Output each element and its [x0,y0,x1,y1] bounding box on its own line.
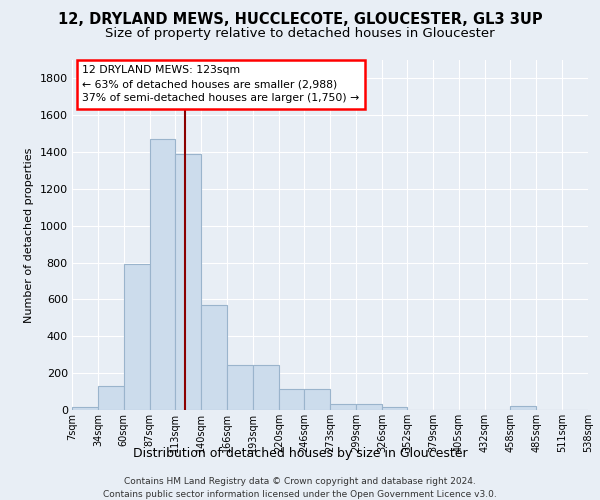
Bar [331,404,356,410]
Text: Contains HM Land Registry data © Crown copyright and database right 2024.: Contains HM Land Registry data © Crown c… [124,478,476,486]
Bar [356,404,382,410]
Text: 12 DRYLAND MEWS: 123sqm
← 63% of detached houses are smaller (2,988)
37% of semi: 12 DRYLAND MEWS: 123sqm ← 63% of detache… [82,66,359,104]
Bar [304,389,331,410]
Bar [72,407,98,410]
Y-axis label: Number of detached properties: Number of detached properties [24,148,34,322]
Text: Size of property relative to detached houses in Gloucester: Size of property relative to detached ho… [105,28,495,40]
Bar [279,389,304,410]
Bar [227,365,253,410]
Bar [124,264,150,410]
Text: Distribution of detached houses by size in Gloucester: Distribution of detached houses by size … [133,448,467,460]
Bar [175,154,201,410]
Bar [201,305,227,410]
Bar [253,365,279,410]
Text: Contains public sector information licensed under the Open Government Licence v3: Contains public sector information licen… [103,490,497,499]
Text: 12, DRYLAND MEWS, HUCCLECOTE, GLOUCESTER, GL3 3UP: 12, DRYLAND MEWS, HUCCLECOTE, GLOUCESTER… [58,12,542,28]
Bar [150,139,175,410]
Bar [98,386,124,410]
Bar [510,406,536,410]
Bar [382,407,407,410]
